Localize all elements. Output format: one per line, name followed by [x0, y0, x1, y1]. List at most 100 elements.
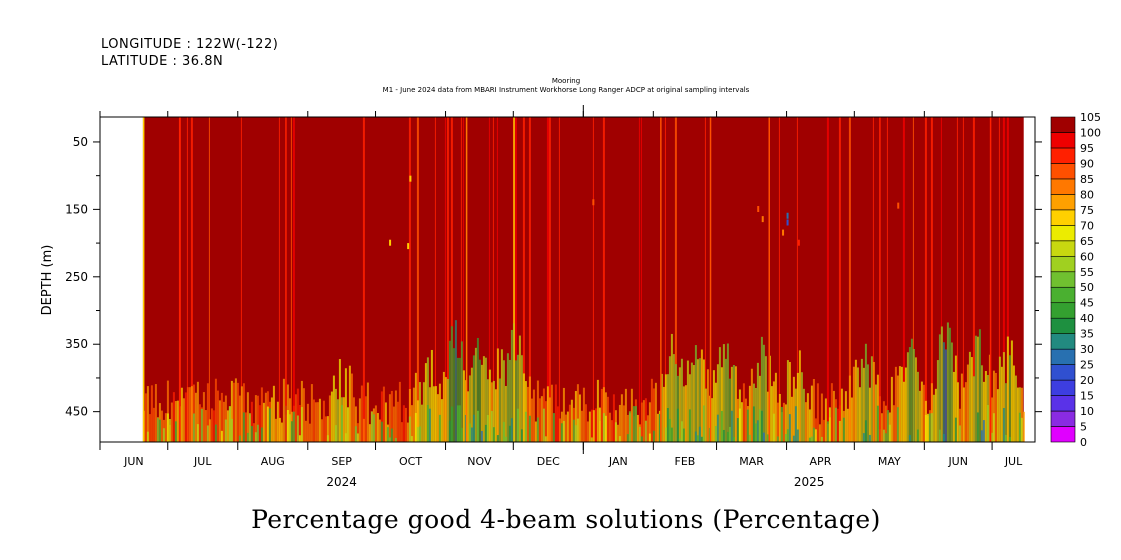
- bottom-streak: [860, 358, 863, 442]
- bottom-low: [842, 417, 845, 442]
- bottom-streak: [622, 405, 625, 442]
- bottom-low: [762, 432, 765, 442]
- bottom-low: [888, 424, 891, 442]
- bottom-streak: [344, 368, 347, 442]
- bottom-low: [490, 410, 493, 442]
- bottom-low: [484, 424, 487, 442]
- bottom-streak: [932, 394, 935, 442]
- bottom-streak: [582, 387, 585, 442]
- x-month-label: OCT: [399, 455, 422, 468]
- bottom-streak: [154, 384, 157, 442]
- bottom-streak: [274, 418, 277, 442]
- bottom-streak: [556, 406, 559, 442]
- bottom-streak: [678, 367, 681, 442]
- streak-strong: [879, 117, 881, 442]
- bottom-streak: [414, 372, 417, 442]
- streak: [592, 117, 594, 442]
- bottom-low: [492, 427, 495, 442]
- bottom-low: [408, 416, 411, 442]
- bottom-streak: [146, 386, 149, 442]
- bottom-low: [326, 435, 329, 442]
- bottom-low: [668, 418, 671, 442]
- bottom-low: [784, 434, 787, 442]
- bottom-streak: [672, 354, 675, 442]
- bottom-streak: [758, 375, 761, 442]
- bottom-streak: [610, 420, 613, 442]
- bottom-streak: [648, 402, 651, 442]
- colorbar-label: 65: [1080, 235, 1094, 248]
- bottom-streak: [544, 401, 547, 442]
- bottom-low: [808, 437, 811, 442]
- bottom-streak: [322, 400, 325, 442]
- bottom-streak: [558, 418, 561, 442]
- streak: [602, 117, 605, 442]
- bottom-low: [346, 407, 349, 442]
- bottom-low: [776, 436, 779, 442]
- bottom-streak: [148, 414, 151, 442]
- bottom-streak: [222, 401, 225, 442]
- bottom-streak: [488, 369, 491, 442]
- streak: [638, 117, 640, 442]
- bottom-low: [486, 415, 489, 442]
- bottom-streak: [504, 385, 507, 442]
- bottom-low: [528, 415, 531, 442]
- bottom-streak: [890, 376, 893, 442]
- speckle: [757, 206, 760, 213]
- bottom-low: [618, 436, 621, 442]
- bottom-streak: [440, 399, 443, 442]
- bottom-low: [502, 421, 505, 442]
- bottom-streak: [808, 409, 811, 442]
- bottom-low: [256, 424, 259, 442]
- bottom-low: [758, 409, 761, 442]
- bottom-low: [990, 432, 993, 442]
- colorbar-label: 35: [1080, 328, 1094, 341]
- bottom-streak: [468, 375, 471, 442]
- bottom-streak: [756, 362, 759, 442]
- bottom-streak: [642, 400, 645, 442]
- bottom-streak: [482, 356, 485, 442]
- bottom-streak: [460, 341, 463, 442]
- bottom-streak: [732, 365, 735, 442]
- bottom-streak: [982, 381, 985, 442]
- bottom-streak: [454, 320, 457, 442]
- bottom-streak: [472, 355, 475, 442]
- bottom-low: [472, 414, 475, 442]
- bottom-streak: [432, 386, 435, 442]
- bottom-low: [640, 436, 643, 442]
- plot-frame: [99, 116, 1036, 443]
- bottom-streak: [538, 398, 541, 442]
- bottom-streak: [918, 390, 921, 442]
- bottom-low: [666, 407, 669, 442]
- bottom-streak: [378, 419, 381, 442]
- bottom-streak: [656, 413, 659, 442]
- bottom-low: [794, 406, 797, 442]
- bottom-low: [344, 433, 347, 442]
- colorbar-label: 20: [1080, 374, 1094, 387]
- colorbar-swatch: [1050, 255, 1076, 273]
- bottom-streak: [1004, 383, 1007, 442]
- streak: [962, 117, 964, 442]
- streak: [446, 117, 449, 442]
- bottom-streak: [940, 326, 943, 442]
- bottom-streak: [480, 364, 483, 442]
- x-month-label: MAR: [739, 455, 764, 468]
- bottom-streak: [898, 366, 901, 442]
- bottom-streak: [744, 398, 747, 442]
- bottom-low: [908, 435, 911, 442]
- colorbar-swatch: [1050, 132, 1076, 149]
- colorbar-swatch: [1050, 163, 1076, 180]
- bottom-streak: [574, 391, 577, 442]
- bottom-streak: [508, 359, 511, 442]
- bottom-streak: [1022, 411, 1025, 442]
- y-tick-label: 150: [65, 202, 88, 216]
- bottom-low: [242, 412, 245, 442]
- bottom-streak: [184, 392, 187, 442]
- bottom-streak: [232, 382, 235, 442]
- bottom-low: [354, 426, 357, 442]
- colorbar-label: 0: [1080, 436, 1087, 449]
- bottom-streak: [902, 381, 905, 442]
- bottom-low: [868, 434, 871, 442]
- bottom-streak: [706, 369, 709, 442]
- bottom-streak: [948, 327, 951, 442]
- bottom-low: [166, 413, 169, 442]
